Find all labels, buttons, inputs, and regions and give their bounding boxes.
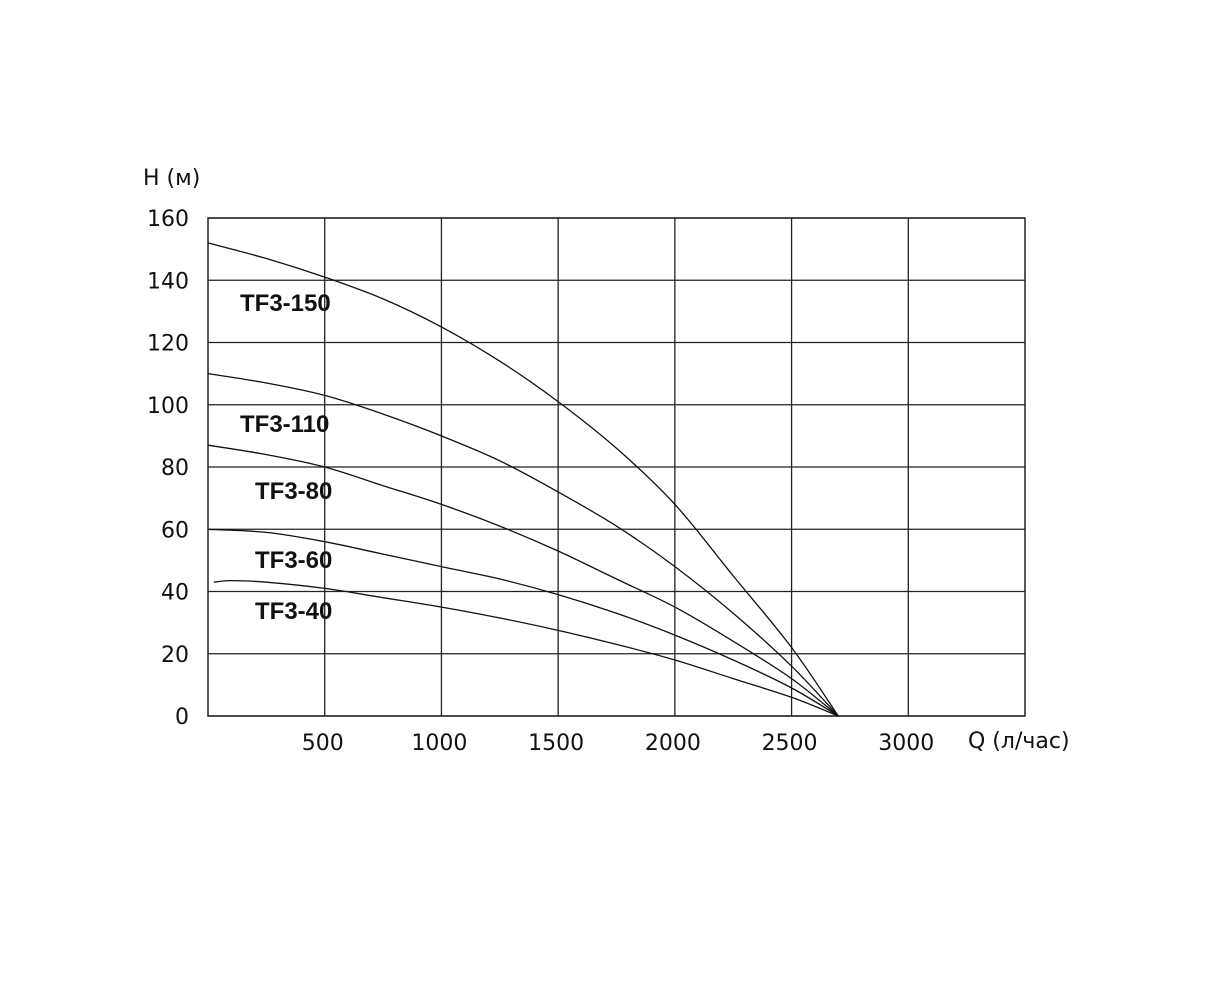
y-axis-label: H (м) — [143, 166, 200, 191]
series-label-tf3-40: TF3-40 — [255, 598, 332, 625]
series-label-tf3-150: TF3-150 — [240, 290, 331, 317]
series-line-tf3-40 — [213, 579, 839, 717]
grid — [208, 217, 1025, 717]
series-line-tf3-60 — [207, 528, 839, 717]
x-tick-label: 2500 — [762, 731, 818, 756]
y-tick-label: 20 — [161, 643, 189, 668]
y-tick-label: 100 — [147, 394, 189, 419]
x-tick-label: 3000 — [878, 731, 934, 756]
series-label-tf3-80: TF3-80 — [255, 478, 332, 505]
series-labels: TF3-150 TF3-110 TF3-80 TF3-60 TF3-40 — [240, 290, 332, 625]
y-tick-label: 140 — [147, 269, 189, 294]
y-tick-label: 160 — [147, 207, 189, 232]
tick-labels: 0 20 40 60 80 100 120 140 160 500 1000 1500 2000 2500… — [147, 207, 934, 756]
y-tick-label: 120 — [147, 332, 189, 357]
y-tick-label: 0 — [175, 705, 189, 730]
x-tick-label: 500 — [302, 731, 344, 756]
series-label-tf3-110: TF3-110 — [240, 411, 329, 438]
y-tick-label: 60 — [161, 518, 189, 543]
y-tick-label: 80 — [161, 456, 189, 481]
series-label-tf3-60: TF3-60 — [255, 547, 332, 574]
plot-frame — [207, 217, 1026, 717]
series-line-tf3-80 — [207, 444, 839, 717]
x-axis-label: Q (л/час) — [968, 729, 1070, 754]
series-line-tf3-110 — [207, 372, 839, 717]
x-tick-label: 2000 — [645, 731, 701, 756]
series-line-tf3-150 — [207, 242, 839, 717]
x-tick-label: 1000 — [411, 731, 467, 756]
x-tick-label: 1500 — [528, 731, 584, 756]
curves — [207, 242, 839, 717]
y-tick-label: 40 — [161, 581, 189, 606]
